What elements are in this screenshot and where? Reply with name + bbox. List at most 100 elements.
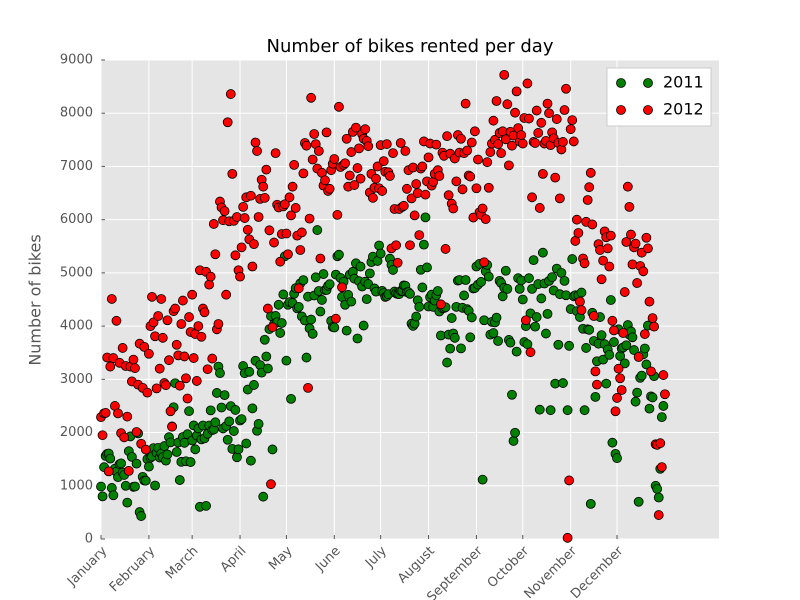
- point: [598, 255, 609, 266]
- point: [488, 115, 499, 126]
- point: [622, 181, 633, 192]
- point: [584, 182, 595, 193]
- point: [122, 411, 133, 422]
- point: [346, 147, 357, 157]
- point: [378, 156, 389, 167]
- point: [105, 453, 116, 464]
- point: [344, 170, 355, 181]
- point: [633, 352, 644, 362]
- point: [466, 137, 477, 148]
- point: [174, 475, 185, 485]
- point: [602, 243, 613, 254]
- point: [655, 438, 666, 449]
- point: [536, 117, 547, 128]
- y-tick-label: 0: [85, 532, 93, 547]
- y-tick-label: 3000: [60, 372, 93, 387]
- point: [466, 312, 477, 323]
- point: [576, 287, 587, 298]
- point: [537, 168, 548, 179]
- point: [514, 283, 525, 294]
- point: [565, 124, 576, 135]
- point: [414, 301, 425, 312]
- point: [157, 332, 168, 343]
- point: [324, 279, 335, 290]
- point: [219, 206, 230, 217]
- point: [656, 462, 667, 473]
- point: [527, 192, 537, 203]
- point: [162, 449, 173, 460]
- point: [296, 227, 307, 238]
- point: [269, 237, 279, 248]
- point: [143, 461, 154, 472]
- point: [139, 341, 150, 352]
- point: [259, 334, 270, 345]
- point: [363, 141, 374, 152]
- point: [156, 294, 167, 304]
- point: [97, 430, 108, 441]
- point: [298, 275, 309, 286]
- point: [596, 330, 607, 341]
- point: [582, 195, 593, 205]
- point: [190, 444, 201, 455]
- point: [431, 139, 442, 150]
- point: [247, 403, 258, 414]
- point: [117, 343, 128, 353]
- point: [575, 296, 585, 307]
- point: [398, 200, 409, 211]
- point: [368, 192, 378, 203]
- point: [491, 312, 502, 323]
- point: [287, 181, 298, 192]
- point: [330, 313, 341, 324]
- point: [417, 161, 428, 172]
- point: [130, 363, 140, 374]
- y-tick-label: 7000: [60, 159, 93, 174]
- point: [409, 210, 420, 221]
- point: [167, 421, 177, 432]
- point: [507, 140, 517, 151]
- point: [483, 271, 494, 282]
- point: [636, 370, 647, 381]
- point: [171, 339, 182, 350]
- point: [131, 458, 142, 469]
- point: [307, 328, 318, 339]
- point: [607, 437, 618, 448]
- point: [293, 283, 304, 294]
- point: [562, 405, 573, 416]
- point: [559, 105, 570, 115]
- point: [320, 175, 330, 186]
- point: [267, 444, 278, 455]
- point: [647, 313, 658, 324]
- point: [371, 173, 381, 184]
- point: [442, 357, 452, 368]
- point: [289, 159, 300, 170]
- point: [364, 268, 375, 279]
- point: [605, 230, 616, 241]
- point: [456, 343, 466, 354]
- point: [210, 417, 221, 428]
- point: [153, 311, 164, 321]
- point: [533, 128, 544, 138]
- point: [559, 275, 570, 286]
- point: [638, 266, 649, 277]
- point: [537, 247, 548, 258]
- point: [116, 458, 126, 469]
- point: [542, 308, 553, 319]
- point: [324, 183, 335, 194]
- point: [644, 403, 655, 414]
- point: [193, 321, 204, 332]
- point: [216, 402, 227, 413]
- legend-label: 2011: [663, 73, 704, 92]
- point: [624, 201, 635, 212]
- point: [544, 108, 554, 119]
- point: [176, 319, 187, 329]
- point: [241, 438, 252, 449]
- point: [230, 405, 241, 415]
- point: [541, 328, 551, 339]
- point: [612, 393, 622, 403]
- point: [213, 319, 224, 329]
- point: [128, 354, 139, 365]
- point: [179, 351, 190, 362]
- point: [283, 249, 293, 260]
- legend-marker: [616, 78, 626, 88]
- point: [130, 481, 140, 492]
